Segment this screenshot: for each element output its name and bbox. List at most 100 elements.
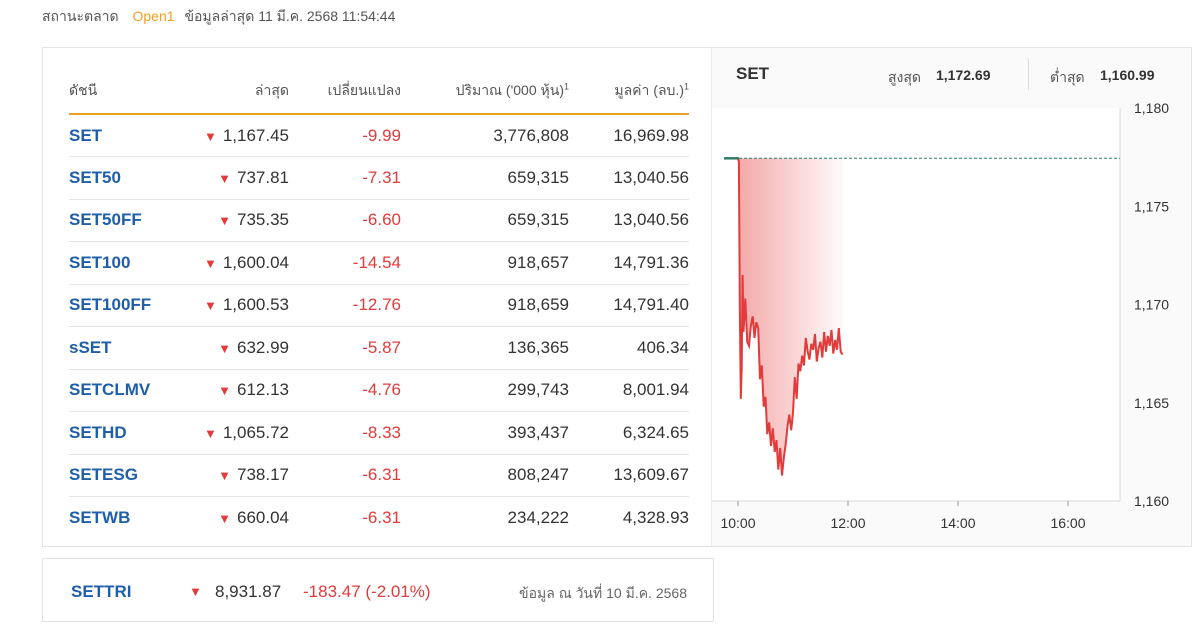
table-row[interactable]: SET100 ▼ 1,600.04 -14.54 918,657 14,791.36 <box>69 241 689 285</box>
series-line <box>737 158 844 476</box>
index-change: -9.99 <box>289 114 401 157</box>
triangle-down-icon: ▼ <box>218 511 231 526</box>
index-name-link[interactable]: sSET <box>69 326 187 370</box>
settri-panel: SETTRI ▼ 8,931.87 -183.47 (-2.01%) ข้อมู… <box>42 558 714 622</box>
index-name-link[interactable]: SETHD <box>69 411 187 455</box>
index-volume: 3,776,808 <box>401 114 569 157</box>
index-table-area: ดัชนี ล่าสุด เปลี่ยนแปลง ปริมาณ ('000 หุ… <box>43 48 711 546</box>
index-name-link[interactable]: SETWB <box>69 508 131 527</box>
settri-change: -183.47 (-2.01%) <box>303 582 431 601</box>
index-volume: 659,315 <box>401 199 569 242</box>
index-value: 16,969.98 <box>569 114 689 157</box>
header-divider <box>1028 58 1029 90</box>
index-last: ▼ 737.81 <box>187 156 289 200</box>
header-last[interactable]: ล่าสุด <box>187 68 289 115</box>
table-row[interactable]: SET100FF ▼ 1,600.53 -12.76 918,659 14,791.40 <box>69 284 689 327</box>
index-last: ▼ 1,167.45 <box>187 114 289 157</box>
index-change: -12.76 <box>289 284 401 327</box>
header-volume[interactable]: ปริมาณ ('000 หุ้น)1 <box>401 68 569 115</box>
index-change: -6.60 <box>289 199 401 242</box>
index-volume: 393,437 <box>401 411 569 455</box>
index-volume: 136,365 <box>401 326 569 370</box>
index-last: ▼ 1,600.53 <box>187 284 289 327</box>
y-tick-label: 1,160 <box>1134 493 1169 509</box>
table-row[interactable]: SET50 ▼ 737.81 -7.31 659,315 13,040.56 <box>69 156 689 200</box>
index-last: ▼ 660.04 <box>218 508 289 527</box>
table-row[interactable]: SETWB ▼ 660.04 -6.31 234,222 4,328.93 <box>69 497 689 540</box>
x-tick-label: 16:00 <box>1050 515 1085 531</box>
index-name-link[interactable]: SETESG <box>69 454 187 497</box>
header-change[interactable]: เปลี่ยนแปลง <box>289 68 401 115</box>
index-last: ▼ 738.17 <box>187 454 289 497</box>
index-value: 4,328.93 <box>622 508 689 527</box>
triangle-down-icon: ▼ <box>189 584 202 599</box>
y-tick-label: 1,170 <box>1134 297 1169 313</box>
chart-header: SET สูงสุด 1,172.69 ต่ำสุด 1,160.99 <box>712 48 1192 98</box>
high-label: สูงสุด <box>888 69 922 85</box>
index-volume: 918,657 <box>401 241 569 285</box>
index-change: -14.54 <box>289 241 401 285</box>
table-row[interactable]: SETCLMV ▼ 612.13 -4.76 299,743 8,001.94 <box>69 369 689 412</box>
index-last: ▼ 1,600.04 <box>187 241 289 285</box>
index-name-link[interactable]: SET50 <box>69 156 187 200</box>
index-volume: 808,247 <box>401 454 569 497</box>
last-updated-text: ข้อมูลล่าสุด 11 มี.ค. 2568 11:54:44 <box>184 8 396 24</box>
triangle-down-icon: ▼ <box>218 468 231 484</box>
index-volume: 659,315 <box>401 156 569 200</box>
x-tick-label: 14:00 <box>940 515 975 531</box>
index-value: 13,040.56 <box>569 199 689 242</box>
index-value: 13,040.56 <box>569 156 689 200</box>
index-table-body: SET ▼ 1,167.45 -9.99 3,776,808 16,969.98 SET50… <box>69 114 689 539</box>
high-value: 1,172.69 <box>936 67 991 83</box>
table-header-row: ดัชนี ล่าสุด เปลี่ยนแปลง ปริมาณ ('000 หุ… <box>69 68 689 115</box>
index-value: 14,791.40 <box>569 284 689 327</box>
set-intraday-chart: SET สูงสุด 1,172.69 ต่ำสุด 1,160.99 1,16… <box>711 48 1191 546</box>
index-last: ▼ 735.35 <box>187 199 289 242</box>
index-volume: 299,743 <box>401 369 569 412</box>
chart-title: SET <box>736 64 770 83</box>
header-index[interactable]: ดัชนี <box>69 68 187 115</box>
table-row[interactable]: SET ▼ 1,167.45 -9.99 3,776,808 16,969.98 <box>69 114 689 157</box>
index-value: 6,324.65 <box>569 411 689 455</box>
triangle-down-icon: ▼ <box>218 170 231 186</box>
x-tick-label: 12:00 <box>830 515 865 531</box>
triangle-down-icon: ▼ <box>203 298 217 314</box>
table-row[interactable]: sSET ▼ 632.99 -5.87 136,365 406.34 <box>69 326 689 370</box>
y-tick-label: 1,180 <box>1134 100 1169 116</box>
x-tick-label: 10:00 <box>720 515 755 531</box>
index-value: 406.34 <box>569 326 689 370</box>
triangle-down-icon: ▼ <box>203 425 217 441</box>
index-last: ▼ 632.99 <box>187 326 289 370</box>
index-change: -7.31 <box>289 156 401 200</box>
index-name-link[interactable]: SET50FF <box>69 199 187 242</box>
triangle-down-icon: ▼ <box>203 128 217 144</box>
triangle-down-icon: ▼ <box>218 213 231 229</box>
y-tick-label: 1,175 <box>1134 198 1169 214</box>
intraday-line-chart: 1,160 1,165 1,170 1,175 1,180 10:00 12:00 14:00… <box>712 100 1169 531</box>
index-last: ▼ 612.13 <box>187 369 289 412</box>
index-value: 13,609.67 <box>569 454 689 497</box>
market-status-state: Open1 <box>132 8 175 24</box>
index-name-link[interactable]: SET100FF <box>69 284 187 327</box>
index-volume: 234,222 <box>507 508 569 527</box>
index-overview-panel: ดัชนี ล่าสุด เปลี่ยนแปลง ปริมาณ ('000 หุ… <box>42 47 1192 547</box>
table-row[interactable]: SET50FF ▼ 735.35 -6.60 659,315 13,040.56 <box>69 199 689 242</box>
market-status-label: สถานะตลาด <box>42 8 119 24</box>
triangle-down-icon: ▼ <box>218 340 231 356</box>
settri-data-date: ข้อมูล ณ วันที่ 10 มี.ค. 2568 <box>519 585 687 601</box>
index-name-link[interactable]: SETCLMV <box>69 369 187 412</box>
index-volume: 918,659 <box>401 284 569 327</box>
index-last: ▼ 1,065.72 <box>187 411 289 455</box>
index-name-link[interactable]: SET100 <box>69 241 187 285</box>
table-row[interactable]: SETESG ▼ 738.17 -6.31 808,247 13,609.67 <box>69 454 689 497</box>
index-table: ดัชนี ล่าสุด เปลี่ยนแปลง ปริมาณ ('000 หุ… <box>69 68 689 539</box>
settri-name-link[interactable]: SETTRI <box>71 582 132 601</box>
table-row[interactable]: SETHD ▼ 1,065.72 -8.33 393,437 6,324.65 <box>69 411 689 455</box>
settri-last: 8,931.87 <box>215 582 282 601</box>
index-change: -5.87 <box>289 326 401 370</box>
index-change: -6.31 <box>362 508 401 527</box>
header-value[interactable]: มูลค่า (ลบ.)1 <box>569 68 689 115</box>
y-tick-label: 1,165 <box>1134 395 1169 411</box>
index-name-link[interactable]: SET <box>69 114 187 157</box>
market-status-bar: สถานะตลาด Open1 ข้อมูลล่าสุด 11 มี.ค. 25… <box>42 6 395 28</box>
